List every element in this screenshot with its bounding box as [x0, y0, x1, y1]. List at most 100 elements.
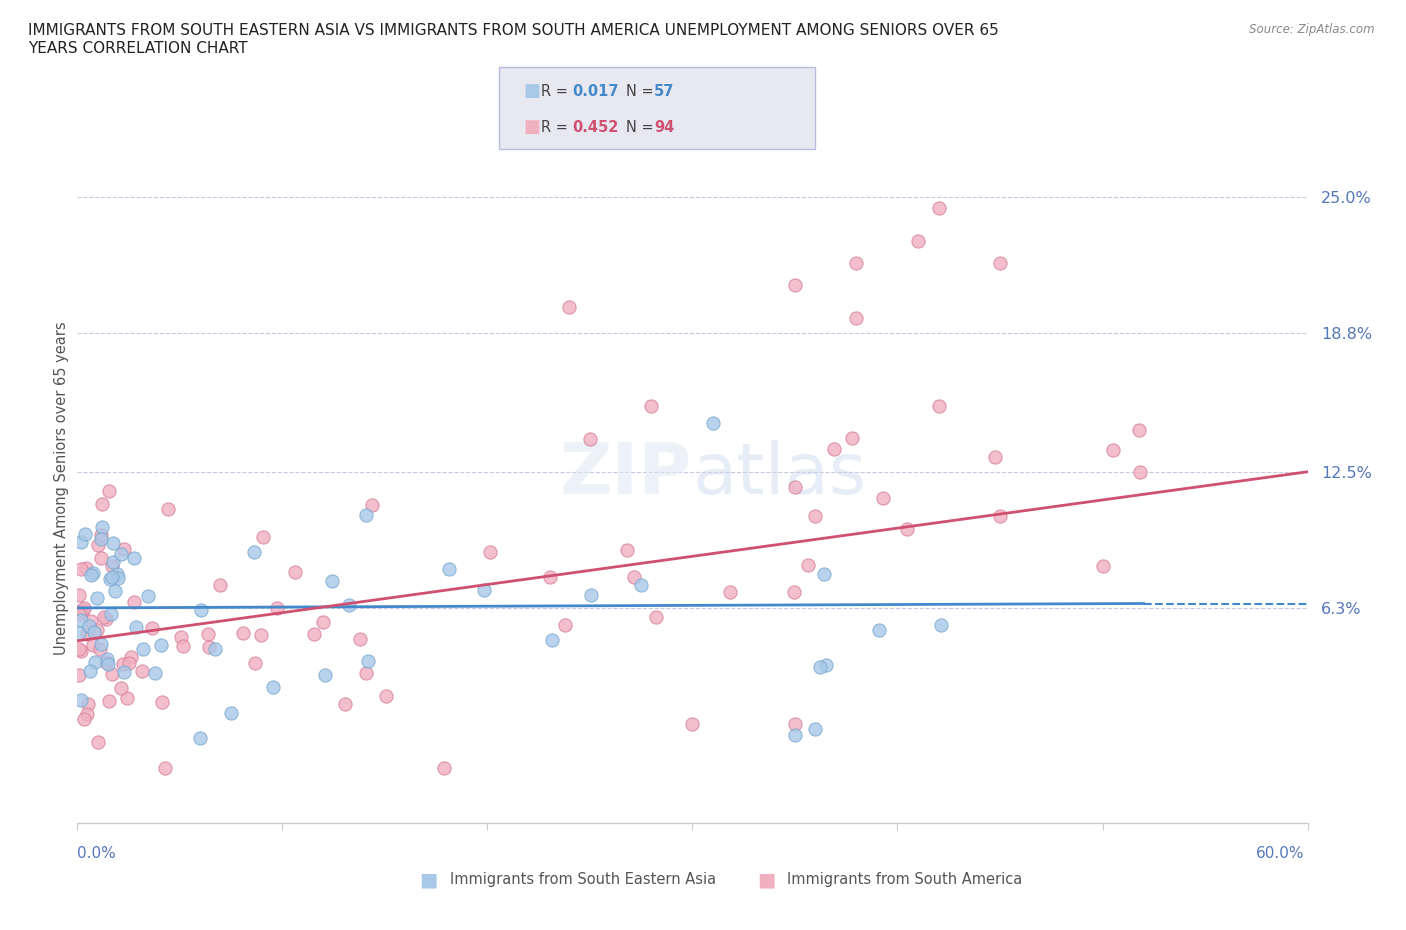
Point — [82, 638, 104, 653]
Point — [110, 547, 132, 562]
Text: N =: N = — [626, 84, 658, 99]
Point — [138, 588, 160, 603]
Point — [640, 398, 662, 413]
Point — [988, 256, 1011, 271]
Point — [356, 665, 378, 680]
Text: Immigrants from South America: Immigrants from South America — [787, 872, 1022, 887]
Point — [1101, 443, 1123, 458]
Text: Source: ZipAtlas.com: Source: ZipAtlas.com — [1250, 23, 1375, 36]
Point — [312, 615, 335, 630]
Text: atlas: atlas — [693, 441, 868, 510]
Point — [107, 570, 129, 585]
Text: 0.0%: 0.0% — [77, 846, 117, 861]
Text: 60.0%: 60.0% — [1257, 846, 1305, 861]
Text: ■: ■ — [523, 82, 540, 100]
Point — [928, 201, 950, 216]
Point — [868, 623, 890, 638]
Point — [872, 490, 894, 505]
Point — [333, 696, 356, 711]
Point — [87, 538, 110, 552]
Point — [266, 601, 288, 616]
Point — [433, 761, 456, 776]
Point — [141, 620, 163, 635]
Point — [77, 697, 100, 711]
Point — [76, 707, 98, 722]
Point — [988, 509, 1011, 524]
Text: Immigrants from South Eastern Asia: Immigrants from South Eastern Asia — [450, 872, 716, 887]
Point — [538, 569, 561, 584]
Point — [90, 551, 112, 565]
Point — [232, 626, 254, 641]
Point — [928, 398, 950, 413]
Point — [983, 449, 1005, 464]
Text: N =: N = — [626, 120, 658, 135]
Point — [644, 609, 666, 624]
Point — [478, 544, 501, 559]
Point — [120, 650, 142, 665]
Point — [718, 584, 741, 599]
Point — [79, 663, 101, 678]
Point — [156, 502, 179, 517]
Point — [1128, 423, 1150, 438]
Point — [87, 735, 110, 750]
Point — [67, 625, 90, 640]
Point — [118, 656, 141, 671]
Point — [94, 655, 117, 670]
Point — [112, 657, 135, 671]
Point — [907, 233, 929, 248]
Point — [110, 681, 132, 696]
Point — [783, 717, 806, 732]
Point — [245, 656, 267, 671]
Point — [337, 597, 360, 612]
Point — [808, 659, 831, 674]
Point — [143, 666, 166, 681]
Point — [73, 526, 96, 541]
Point — [93, 609, 115, 624]
Point — [198, 640, 221, 655]
Text: 94: 94 — [654, 120, 673, 135]
Point — [349, 631, 371, 646]
Point — [89, 642, 111, 657]
Point — [67, 641, 90, 656]
Point — [929, 618, 952, 632]
Point — [197, 627, 219, 642]
Point — [783, 278, 806, 293]
Point — [83, 655, 105, 670]
Point — [80, 614, 103, 629]
Point — [124, 619, 146, 634]
Point — [284, 565, 307, 579]
Point — [841, 431, 863, 445]
Point — [90, 531, 112, 546]
Point — [105, 566, 128, 581]
Point — [70, 534, 93, 549]
Point — [783, 585, 806, 600]
Point — [682, 717, 704, 732]
Point — [188, 731, 211, 746]
Point — [77, 618, 100, 633]
Text: 57: 57 — [654, 84, 673, 99]
Point — [804, 721, 827, 736]
Text: ■: ■ — [756, 870, 776, 889]
Point — [124, 594, 146, 609]
Point — [98, 694, 121, 709]
Point — [579, 432, 602, 446]
Point — [579, 587, 602, 602]
Text: IMMIGRANTS FROM SOUTH EASTERN ASIA VS IMMIGRANTS FROM SOUTH AMERICA UNEMPLOYMENT: IMMIGRANTS FROM SOUTH EASTERN ASIA VS IM… — [28, 23, 998, 56]
Point — [122, 551, 145, 565]
Point — [361, 498, 384, 512]
Point — [112, 664, 135, 679]
Point — [814, 658, 837, 672]
Point — [172, 638, 194, 653]
Point — [439, 562, 461, 577]
Point — [70, 644, 93, 658]
Point — [1129, 465, 1152, 480]
Point — [70, 562, 93, 577]
Point — [375, 688, 398, 703]
Point — [190, 603, 212, 618]
Point — [90, 527, 112, 542]
Point — [96, 612, 118, 627]
Point — [702, 416, 724, 431]
Point — [101, 559, 124, 574]
Point — [67, 606, 90, 621]
Text: ZIP: ZIP — [560, 441, 693, 510]
